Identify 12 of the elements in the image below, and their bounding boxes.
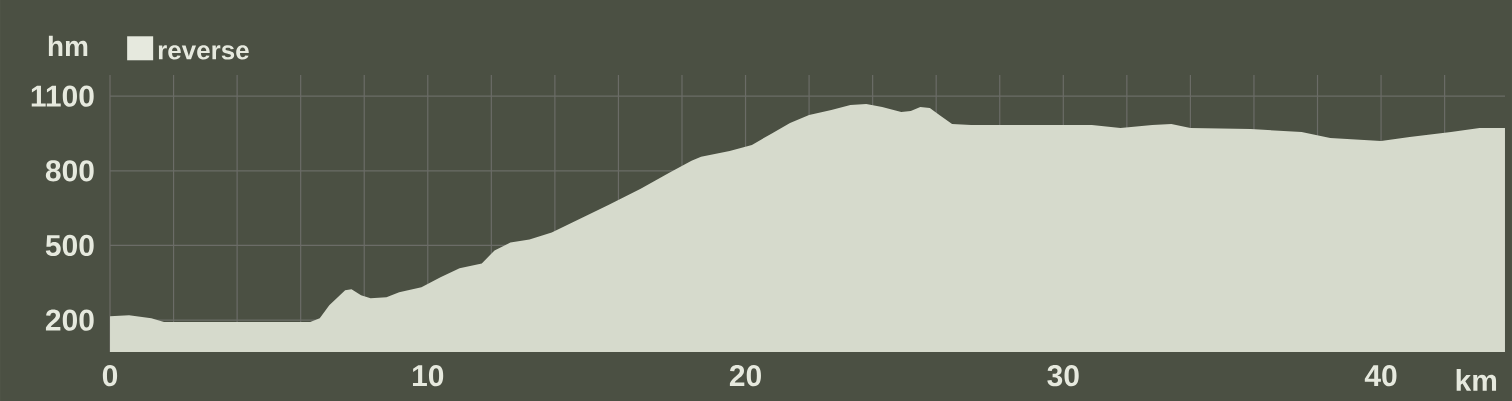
x-tick-label: 20	[729, 365, 761, 387]
x-tick-label: 10	[412, 365, 444, 387]
x-tick-label: 30	[1047, 365, 1079, 387]
y-tick-label: 800	[45, 160, 94, 182]
x-tick-label: 40	[1364, 365, 1397, 387]
y-tick-label: 500	[45, 234, 94, 257]
y-tick-label: 1100	[31, 85, 94, 107]
y-axis-title: hm	[48, 35, 88, 56]
x-tick-label: 0	[102, 365, 118, 387]
text: reverse	[158, 45, 249, 60]
y-tick-label: 200	[45, 309, 94, 331]
x-axis-title: km	[1456, 369, 1497, 391]
